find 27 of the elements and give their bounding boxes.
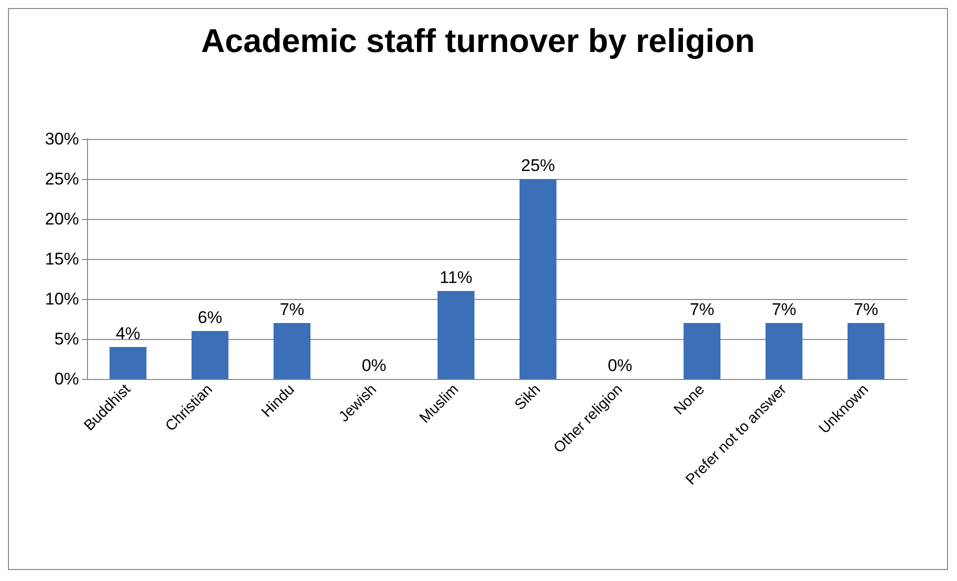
y-tick-label: 15% xyxy=(44,250,79,268)
bar xyxy=(684,323,720,379)
data-label: 7% xyxy=(854,300,878,319)
y-tick-label: 25% xyxy=(44,170,79,188)
y-tick-label: 20% xyxy=(44,210,79,228)
data-label: 7% xyxy=(772,300,796,319)
bar xyxy=(110,347,146,379)
data-label: 7% xyxy=(280,300,304,319)
bar xyxy=(848,323,884,379)
y-tick-label: 5% xyxy=(54,330,79,348)
data-label: 25% xyxy=(520,156,556,175)
data-label: 0% xyxy=(362,356,386,375)
bar xyxy=(766,323,802,379)
y-tick-label: 0% xyxy=(54,370,79,388)
y-tick-label: 30% xyxy=(44,130,79,148)
bar xyxy=(192,331,228,379)
chart-title: Academic staff turnover by religion xyxy=(201,22,755,59)
data-label: 4% xyxy=(116,324,140,343)
data-label: 6% xyxy=(198,308,222,327)
bar xyxy=(438,291,474,379)
x-tick-label: Sikh xyxy=(511,380,544,414)
data-label: 7% xyxy=(690,300,714,319)
data-label: 0% xyxy=(608,356,632,375)
bar xyxy=(274,323,310,379)
data-label: 11% xyxy=(440,268,472,287)
y-tick-label: 10% xyxy=(44,290,79,308)
bar xyxy=(520,179,556,379)
